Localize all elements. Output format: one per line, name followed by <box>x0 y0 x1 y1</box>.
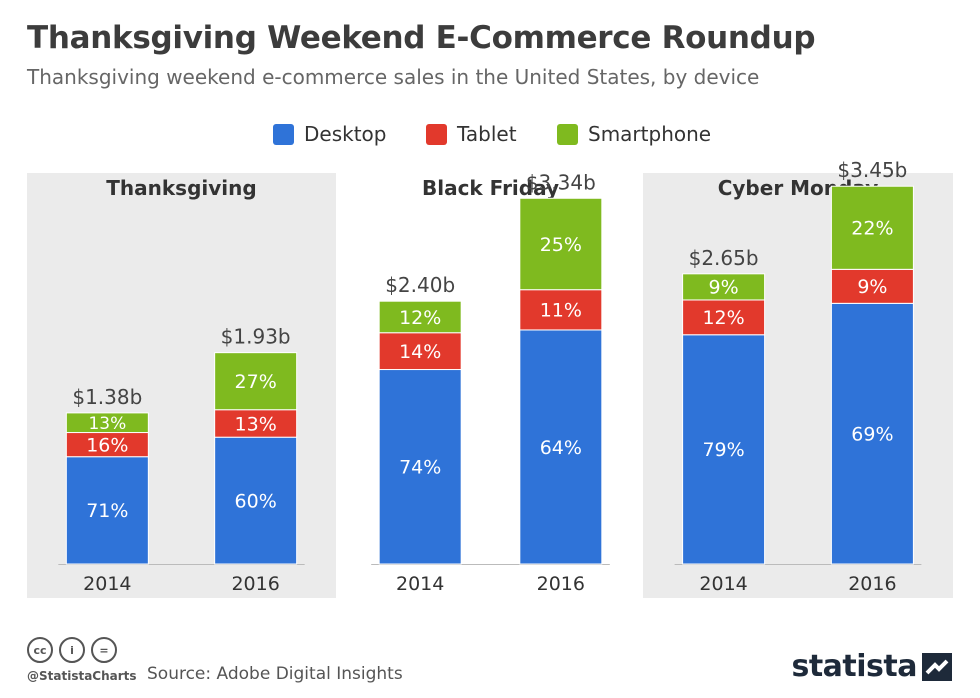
data-label-tablet: 11% <box>540 300 582 322</box>
data-label-smartphone: 12% <box>399 307 441 329</box>
data-label-desktop: 60% <box>235 490 277 512</box>
license-icons: cc i = <box>27 637 117 663</box>
cc-icon: cc <box>27 637 53 663</box>
data-label-tablet: 13% <box>235 413 277 435</box>
data-label-desktop: 74% <box>399 457 441 479</box>
data-label-smartphone: 13% <box>88 414 126 434</box>
legend-swatch-desktop <box>273 123 294 145</box>
attribution-icon: i <box>59 637 85 663</box>
bar-segment-smartphone <box>682 273 766 301</box>
bar-segment-desktop <box>378 369 462 565</box>
data-label-smartphone: 25% <box>540 234 582 256</box>
bar-segment-tablet <box>378 332 462 371</box>
bar-segment-smartphone <box>65 412 149 434</box>
bar-segment-tablet <box>65 432 149 458</box>
bar-total-label: $2.40b <box>385 273 455 297</box>
bar-segment-smartphone <box>214 352 298 411</box>
bar-segment-tablet <box>214 409 298 438</box>
data-label-tablet: 16% <box>86 434 128 456</box>
x-tick-label: 2014 <box>396 573 444 595</box>
x-tick-label: 2014 <box>699 573 747 595</box>
legend-swatch-smartphone <box>557 123 578 145</box>
statista-logo: statista <box>791 649 952 684</box>
legend-swatch-tablet <box>426 123 447 145</box>
panel-title: Black Friday <box>422 176 559 200</box>
bar-segment-desktop <box>830 302 914 565</box>
panel-title: Thanksgiving <box>106 176 256 200</box>
data-label-desktop: 64% <box>540 437 582 459</box>
legend-label-smartphone: Smartphone <box>588 122 712 146</box>
bar-segment-desktop <box>65 456 149 565</box>
bar-segment-smartphone <box>519 197 603 291</box>
twitter-handle: @StatistaCharts <box>27 669 137 683</box>
bar-segment-tablet <box>682 299 766 336</box>
statista-logo-icon <box>922 652 952 681</box>
data-label-smartphone: 27% <box>235 371 277 393</box>
data-label-tablet: 14% <box>399 341 441 363</box>
legend-item-desktop: Desktop <box>273 122 386 146</box>
bar-total-label: $3.45b <box>837 158 907 182</box>
data-label-desktop: 71% <box>86 500 128 522</box>
legend-item-smartphone: Smartphone <box>557 122 711 146</box>
data-label-desktop: 79% <box>702 439 744 461</box>
data-label-smartphone: 22% <box>851 218 893 240</box>
brand-name: statista <box>791 649 917 684</box>
bar-segment-smartphone <box>378 300 462 334</box>
legend-item-tablet: Tablet <box>426 122 517 146</box>
bar-segment-tablet <box>519 289 603 331</box>
legend: Desktop Tablet Smartphone <box>0 122 980 150</box>
bar-total-label: $1.93b <box>221 325 291 349</box>
data-label-desktop: 69% <box>851 424 893 446</box>
chart-title: Thanksgiving Weekend E-Commerce Roundup <box>27 20 816 56</box>
x-tick-label: 2014 <box>83 573 131 595</box>
chart-subtitle: Thanksgiving weekend e-commerce sales in… <box>27 65 760 89</box>
data-label-tablet: 9% <box>857 276 887 298</box>
bar-segment-desktop <box>519 329 603 565</box>
legend-label-tablet: Tablet <box>457 122 517 146</box>
bar-segment-desktop <box>214 436 298 565</box>
x-tick-label: 2016 <box>231 573 279 595</box>
x-tick-label: 2016 <box>848 573 896 595</box>
bar-total-label: $2.65b <box>689 246 759 270</box>
bar-segment-smartphone <box>830 185 914 270</box>
data-label-tablet: 12% <box>702 307 744 329</box>
legend-label-desktop: Desktop <box>304 122 387 146</box>
no-derivatives-icon: = <box>91 637 117 663</box>
bar-segment-desktop <box>682 334 766 565</box>
bar-total-label: $1.38b <box>72 385 142 409</box>
source-note: Source: Adobe Digital Insights <box>147 664 403 684</box>
bar-segment-tablet <box>830 268 914 304</box>
x-tick-label: 2016 <box>537 573 585 595</box>
bar-total-label: $3.34b <box>526 170 596 194</box>
data-label-smartphone: 9% <box>709 277 739 299</box>
